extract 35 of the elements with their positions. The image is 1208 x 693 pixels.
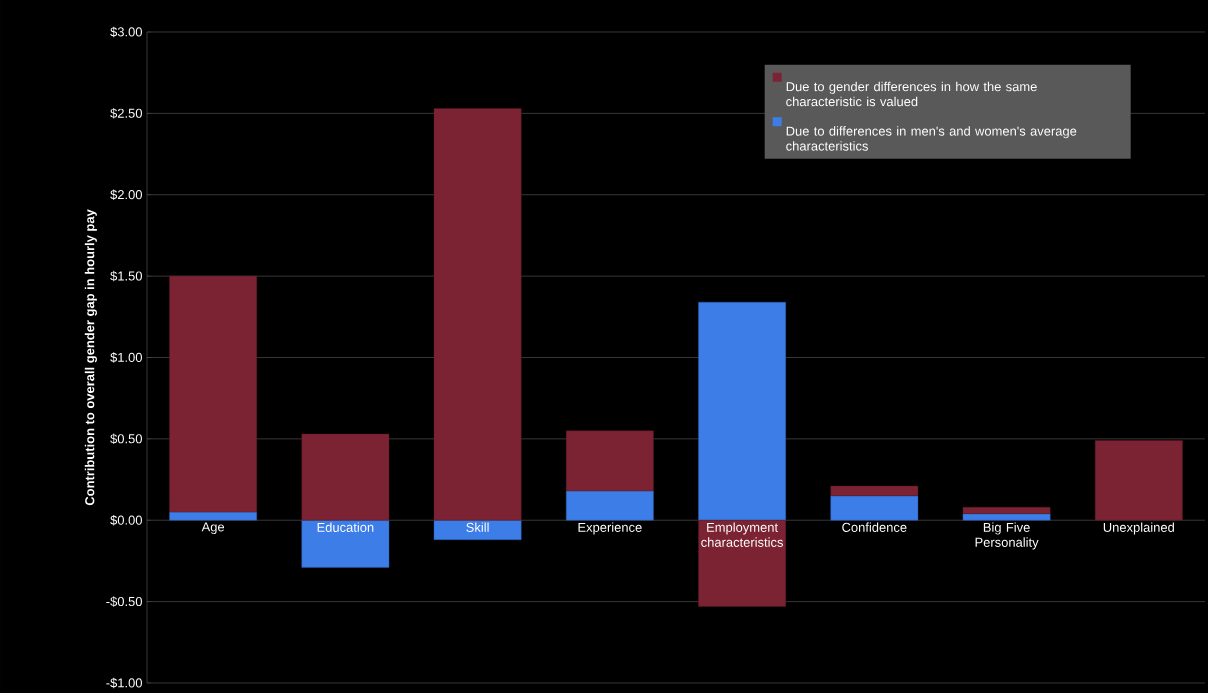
bar	[301, 520, 390, 568]
y-tick-label: $1.00	[110, 352, 142, 363]
bar	[698, 301, 786, 521]
x-tick-label: Confidence	[842, 522, 907, 532]
bar	[830, 495, 919, 521]
bar	[566, 490, 654, 521]
bar	[830, 485, 919, 497]
bar	[1094, 440, 1183, 521]
bar	[962, 507, 1051, 514]
x-tick-label: Experience	[578, 522, 642, 535]
x-tick-label: Employment characteristics	[701, 522, 784, 547]
x-tick-label: Big Five Personality	[975, 522, 1039, 550]
y-tick-label: $1.50	[110, 270, 142, 282]
y-tick-label: -$1.00	[106, 677, 142, 689]
bar	[433, 108, 522, 521]
bar	[169, 511, 257, 521]
x-tick-label: Education	[317, 522, 374, 532]
y-tick-label: $0.00	[110, 514, 142, 526]
y-tick-label: $0.50	[110, 433, 142, 445]
bar	[698, 520, 786, 607]
y-tick-label: -$0.50	[106, 596, 142, 607]
legend-label: Due to gender differences in how the same characteristic is valued	[786, 81, 1037, 107]
y-tick-label: $2.00	[110, 189, 142, 200]
bar	[566, 430, 654, 492]
x-tick-label: Unexplained	[1103, 522, 1174, 535]
bar	[962, 513, 1051, 521]
y-axis-title: Contribution to overall gender gap in hourly pay	[84, 209, 97, 506]
y-tick-label: $3.00	[110, 26, 142, 38]
legend-label: Due to differences in men's and women's average characteristics	[786, 126, 1077, 151]
bar	[433, 520, 522, 540]
y-tick-label: $2.50	[110, 108, 142, 119]
bar	[169, 275, 257, 513]
x-tick-label: Age	[201, 522, 225, 535]
x-tick-label: Skill	[466, 522, 489, 532]
bar	[301, 433, 390, 521]
